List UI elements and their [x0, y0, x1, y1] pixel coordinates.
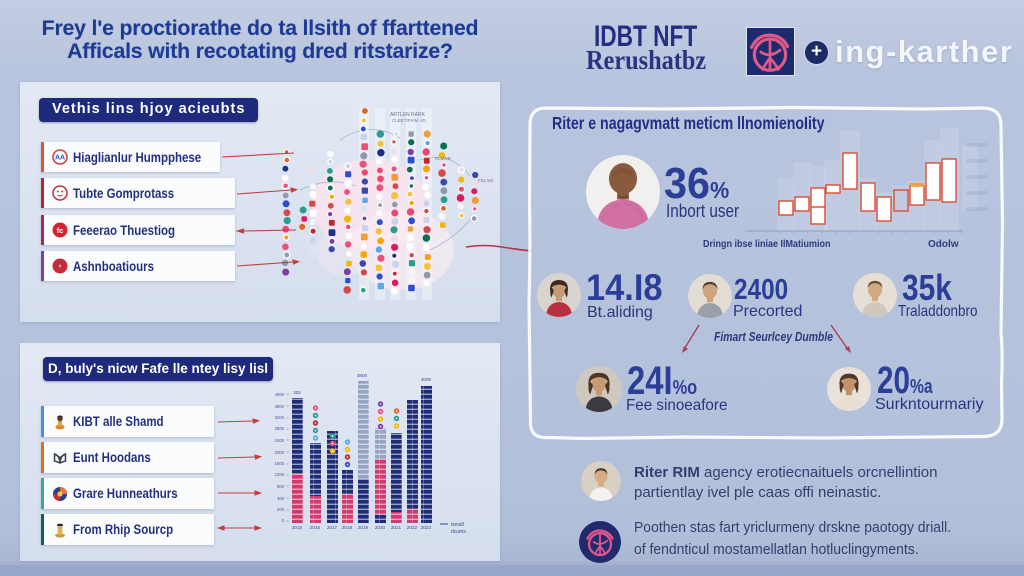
svg-text:ARTLEN RARK: ARTLEN RARK [390, 112, 426, 118]
svg-text:RLMNB: RLMNB [435, 156, 451, 161]
svg-text:400: 400 [277, 496, 285, 501]
svg-text:CLEETIFIAM +D: CLEETIFIAM +D [392, 118, 426, 123]
svg-text:1200: 1200 [275, 472, 285, 477]
svg-text:dcums: dcums [451, 529, 466, 535]
svg-text:2016: 2016 [310, 525, 321, 530]
svg-text:2021: 2021 [391, 525, 402, 530]
svg-text:0: 0 [282, 518, 285, 523]
svg-text:800: 800 [277, 484, 285, 489]
svg-text:4000: 4000 [421, 377, 432, 382]
svg-text:FELAM: FELAM [478, 178, 493, 183]
svg-text:2800: 2800 [275, 426, 285, 431]
svg-text:ismall: ismall [451, 522, 464, 528]
svg-text:AA: AA [55, 155, 65, 162]
svg-text:2400: 2400 [275, 438, 285, 443]
svg-text:302: 302 [293, 390, 301, 395]
svg-text:2023: 2023 [421, 525, 432, 530]
svg-text:2000: 2000 [275, 450, 285, 455]
svg-text:fc: fc [57, 226, 64, 235]
svg-text:2019: 2019 [358, 525, 369, 530]
svg-text:1600: 1600 [275, 461, 285, 466]
svg-text:2018: 2018 [342, 525, 353, 530]
svg-text:3600: 3600 [275, 404, 285, 409]
svg-text:2017: 2017 [327, 525, 338, 530]
svg-text:2020: 2020 [375, 525, 386, 530]
svg-text:2015: 2015 [292, 525, 303, 530]
svg-text:2022: 2022 [407, 525, 418, 530]
svg-text:4000: 4000 [275, 392, 285, 397]
svg-text:3200: 3200 [275, 415, 285, 420]
svg-text:3800: 3800 [357, 373, 368, 378]
svg-text:200: 200 [277, 507, 285, 512]
